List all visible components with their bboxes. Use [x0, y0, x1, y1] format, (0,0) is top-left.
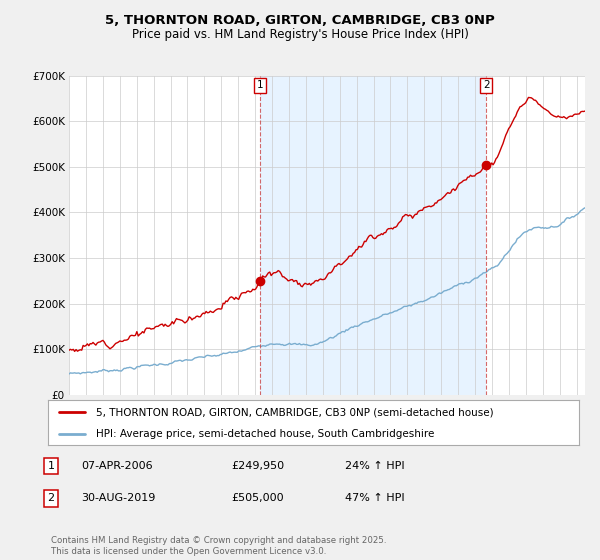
- Text: £505,000: £505,000: [231, 493, 284, 503]
- Text: 2: 2: [47, 493, 55, 503]
- Text: 1: 1: [47, 461, 55, 471]
- Text: 5, THORNTON ROAD, GIRTON, CAMBRIDGE, CB3 0NP (semi-detached house): 5, THORNTON ROAD, GIRTON, CAMBRIDGE, CB3…: [96, 408, 493, 418]
- Text: £249,950: £249,950: [231, 461, 284, 471]
- Text: 30-AUG-2019: 30-AUG-2019: [81, 493, 155, 503]
- Text: 07-APR-2006: 07-APR-2006: [81, 461, 152, 471]
- Text: 47% ↑ HPI: 47% ↑ HPI: [345, 493, 404, 503]
- Text: Contains HM Land Registry data © Crown copyright and database right 2025.
This d: Contains HM Land Registry data © Crown c…: [51, 536, 386, 556]
- Text: 2: 2: [483, 81, 490, 90]
- Text: 24% ↑ HPI: 24% ↑ HPI: [345, 461, 404, 471]
- Text: HPI: Average price, semi-detached house, South Cambridgeshire: HPI: Average price, semi-detached house,…: [96, 429, 434, 439]
- Bar: [260, 76, 487, 395]
- Text: Price paid vs. HM Land Registry's House Price Index (HPI): Price paid vs. HM Land Registry's House …: [131, 28, 469, 41]
- Text: 5, THORNTON ROAD, GIRTON, CAMBRIDGE, CB3 0NP: 5, THORNTON ROAD, GIRTON, CAMBRIDGE, CB3…: [105, 14, 495, 27]
- Text: 1: 1: [256, 81, 263, 90]
